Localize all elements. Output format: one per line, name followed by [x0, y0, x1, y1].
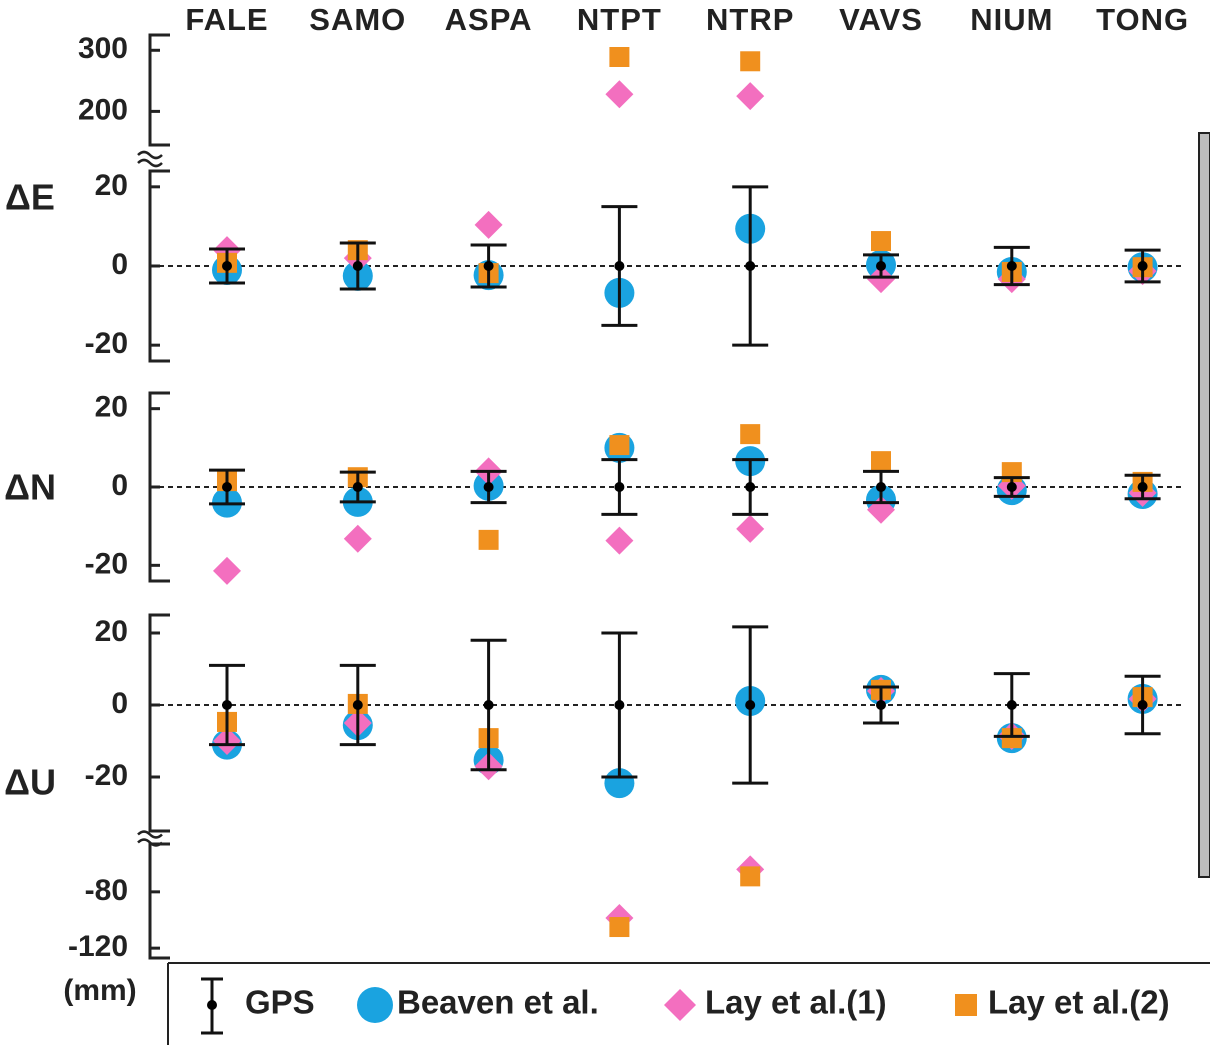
category-label: FALE	[185, 2, 268, 37]
gps-point	[614, 482, 625, 492]
y-tick-label: 200	[78, 93, 128, 126]
y-tick-label: 20	[95, 169, 128, 202]
diamond-marker	[474, 210, 503, 239]
legend-symbol	[664, 989, 696, 1021]
category-label: ASPA	[445, 2, 533, 37]
y-tick-label: 20	[95, 391, 128, 424]
gps-point	[614, 261, 625, 271]
square-marker	[740, 866, 761, 887]
gps-point	[483, 261, 494, 271]
y-tick-label: -80	[85, 874, 128, 907]
y-axis	[148, 613, 170, 833]
diamond-marker	[213, 556, 241, 585]
legend-label: Lay et al.(1)	[705, 984, 887, 1021]
y-tick-label: 0	[111, 248, 128, 281]
diamond-marker	[736, 514, 765, 543]
legend-label: Lay et al.(2)	[988, 984, 1170, 1021]
gps-point	[876, 261, 886, 271]
square-marker	[609, 47, 630, 67]
gps-point	[1137, 700, 1148, 710]
square-marker	[609, 435, 630, 456]
gps-point	[745, 482, 756, 492]
gps-point	[352, 261, 363, 271]
category-label: NIUM	[970, 2, 1053, 37]
unit-label: (mm)	[63, 974, 136, 1007]
gps-point	[1006, 700, 1017, 710]
y-axis	[148, 842, 170, 960]
legend-label: GPS	[245, 984, 315, 1021]
panel-label: ΔE	[5, 177, 55, 218]
y-tick-label: 300	[78, 32, 128, 65]
y-tick-label: -20	[85, 547, 128, 580]
legend-symbol	[357, 987, 393, 1023]
square-marker	[1001, 728, 1022, 749]
legend-symbol	[207, 1000, 217, 1010]
y-tick-label: 0	[111, 469, 128, 502]
square-marker	[740, 51, 761, 72]
y-tick-label: 20	[95, 615, 128, 648]
square-marker	[871, 451, 891, 472]
y-tick-label: -20	[85, 759, 128, 792]
square-marker	[871, 231, 891, 252]
square-marker	[478, 529, 499, 550]
gps-point	[483, 482, 494, 492]
diamond-marker	[343, 524, 372, 553]
gps-point	[1137, 261, 1148, 271]
y-axis	[148, 33, 170, 147]
axis-break	[137, 830, 163, 847]
panel-label: ΔN	[4, 467, 56, 508]
gps-point	[1006, 482, 1017, 492]
diamond-marker	[867, 265, 895, 294]
gps-point	[745, 700, 756, 710]
gps-point	[483, 700, 494, 710]
y-tick-label: 0	[111, 687, 128, 720]
gps-point	[876, 482, 886, 492]
y-tick-label: -120	[68, 930, 128, 963]
side-image	[1198, 132, 1210, 878]
square-marker	[740, 424, 761, 445]
gps-point	[222, 700, 232, 710]
legend-symbol	[955, 994, 977, 1016]
gps-point	[745, 261, 756, 271]
category-label: NTRP	[706, 2, 794, 37]
gps-point	[614, 700, 625, 710]
gps-point	[1137, 482, 1148, 492]
panel-label: ΔU	[4, 762, 56, 803]
gps-point	[1006, 261, 1017, 271]
category-label: TONG	[1096, 2, 1189, 37]
gps-point	[352, 700, 363, 710]
gps-point	[222, 482, 232, 492]
square-marker	[609, 917, 630, 938]
diamond-marker	[605, 526, 634, 555]
axis-break	[137, 150, 163, 168]
gps-point	[352, 482, 363, 492]
legend-label: Beaven et al.	[397, 984, 599, 1021]
category-label: SAMO	[309, 2, 406, 37]
gps-point	[222, 261, 232, 271]
category-label: VAVS	[839, 2, 923, 37]
diamond-marker	[605, 80, 634, 109]
category-label: NTPT	[577, 2, 662, 37]
gps-point	[876, 700, 886, 710]
y-tick-label: -20	[85, 327, 128, 360]
diamond-marker	[736, 82, 765, 111]
